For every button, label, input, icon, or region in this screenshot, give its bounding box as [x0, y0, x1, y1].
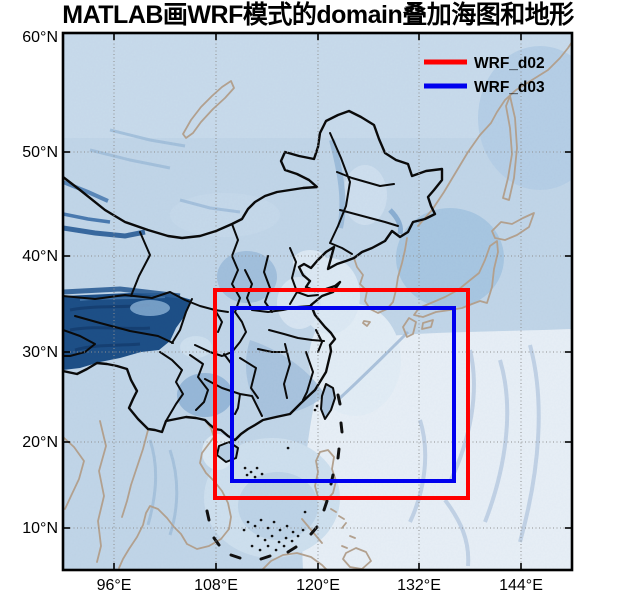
kyushu-outline	[402, 317, 417, 338]
wrf-d02-domain-box	[213, 288, 470, 500]
lake-baikal-outline	[182, 80, 235, 139]
y-tick-label-30n: 30°N	[22, 344, 58, 361]
x-tick-label-108e: 108°E	[194, 577, 238, 594]
taiwan-outline	[320, 383, 336, 420]
legend: WRF_d02 WRF_d03	[424, 55, 545, 96]
mindanao-outline	[342, 547, 372, 570]
y-tick-label-40n: 40°N	[22, 248, 58, 265]
south-china-sea-islands	[242, 404, 319, 552]
y-tick-label-50n: 50°N	[22, 144, 58, 161]
x-tick-label-144e: 144°E	[499, 577, 543, 594]
legend-label-d03: WRF_d03	[474, 79, 545, 96]
plot-frame	[61, 31, 574, 572]
x-axis-labels: 96°E 108°E 120°E 132°E 144°E	[97, 577, 543, 594]
figure-title: MATLAB画WRF模式的domain叠加海图和地形	[62, 1, 574, 29]
x-tick-label-132e: 132°E	[397, 577, 441, 594]
x-tick-label-120e: 120°E	[296, 577, 340, 594]
sakhalin-outline	[502, 95, 518, 201]
china-national-border	[63, 109, 444, 442]
china-borders	[63, 109, 444, 463]
x-tick-label-96e: 96°E	[97, 577, 132, 594]
okhotsk-coastline	[417, 41, 572, 227]
korea-outline	[353, 237, 408, 314]
y-axis-labels: 60°N 50°N 40°N 30°N 20°N 10°N	[22, 29, 58, 537]
honshu-outline	[413, 240, 499, 318]
y-tick-label-60n: 60°N	[22, 29, 58, 46]
map-canvas: WRF_d02 WRF_d03	[63, 33, 572, 570]
y-tick-label-10n: 10°N	[22, 520, 58, 537]
legend-label-d02: WRF_d02	[474, 55, 545, 72]
foreign-coastlines	[63, 41, 572, 570]
indochina-coastline	[118, 419, 232, 569]
graticule-gridlines	[63, 33, 572, 570]
y-tick-label-20n: 20°N	[22, 434, 58, 451]
borneo-coastline	[261, 552, 328, 570]
hokkaido-outline	[491, 212, 535, 241]
wrf-d03-domain-box	[230, 306, 456, 483]
